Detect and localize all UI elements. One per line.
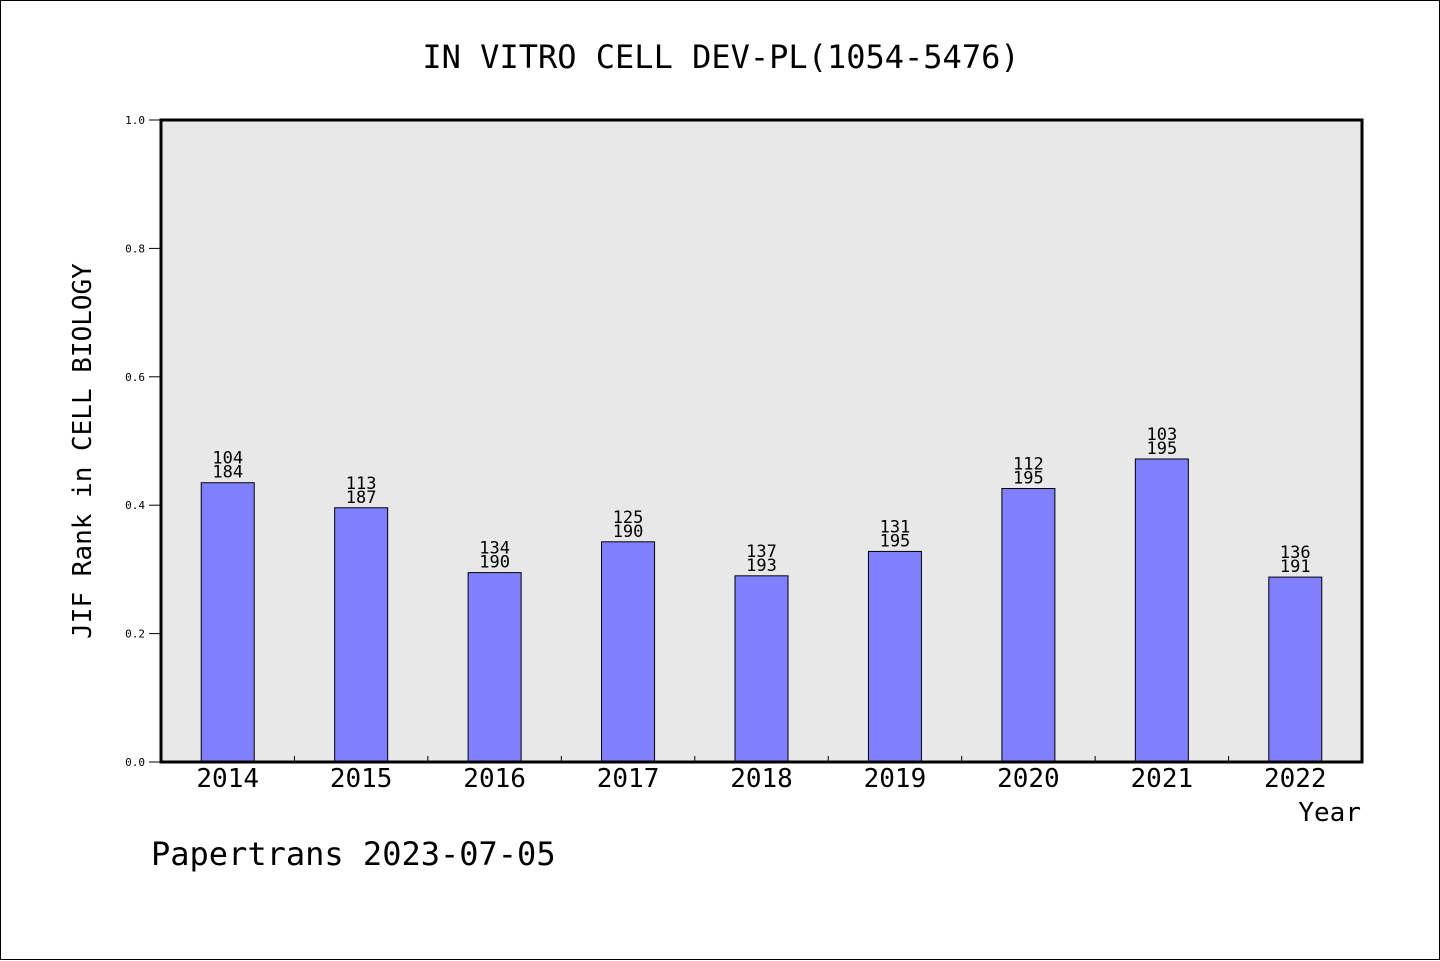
plot-border [159, 118, 1364, 764]
x-tick-label-2016: 2016 [463, 764, 526, 794]
bar-total-label-2018: 193 [746, 556, 777, 576]
x-tick-label-2017: 2017 [597, 764, 660, 794]
y-tick-label: 0.6 [125, 371, 145, 384]
x-axis-label: Year [1298, 798, 1361, 828]
y-tick-label: 1.0 [125, 114, 145, 127]
bar-total-label-2019: 195 [880, 531, 911, 551]
x-axis-ticks: 2014 2015 2016 2017 2018 2019 2020 2021 2022 [196, 756, 1327, 794]
x-tick-label-2020: 2020 [997, 764, 1060, 794]
bar-2016 [467, 572, 522, 763]
bar-rank-label-2018: 137 [746, 542, 777, 562]
bar-rank-label-2022: 136 [1280, 543, 1311, 563]
y-tick-label: 0.4 [125, 499, 145, 512]
x-tick-label-2019: 2019 [864, 764, 927, 794]
bar-rank-label-2014: 104 [212, 449, 243, 469]
footer-credit: Papertrans 2023-07-05 [151, 835, 556, 873]
y-tick-label: 0.0 [125, 756, 145, 769]
bar-rank-label-2019: 131 [880, 517, 911, 537]
bar-total-label-2017: 190 [613, 522, 644, 542]
bar-rank-label-2020: 112 [1013, 455, 1044, 475]
bar-2015 [334, 507, 389, 763]
x-tick-label-2018: 2018 [730, 764, 793, 794]
x-tick-label-2021: 2021 [1131, 764, 1194, 794]
x-tick-label-2015: 2015 [330, 764, 393, 794]
bar-2020 [1001, 488, 1056, 763]
bar-2019 [867, 550, 922, 763]
bar-labels-group: 1041841131871341901251901371931311951121… [212, 425, 1310, 577]
bar-2014 [200, 482, 255, 763]
bar-2022 [1268, 576, 1323, 763]
bar-total-label-2021: 195 [1146, 439, 1177, 459]
y-tick-label: 0.2 [125, 628, 145, 641]
bar-total-label-2014: 184 [212, 463, 243, 483]
bar-2021 [1134, 458, 1189, 763]
bar-2018 [734, 575, 789, 763]
bar-rank-label-2021: 103 [1146, 425, 1177, 445]
bar-rank-label-2016: 134 [479, 539, 510, 559]
bar-total-label-2015: 187 [346, 488, 377, 508]
bar-total-label-2016: 190 [479, 553, 510, 573]
chart-title: IN VITRO CELL DEV-PL(1054-5476) [422, 38, 1019, 76]
y-axis-ticks: 0.0 0.2 0.4 0.6 0.8 1.0 [125, 114, 161, 769]
x-tick-label-2014: 2014 [196, 764, 259, 794]
x-tick-label-2022: 2022 [1264, 764, 1327, 794]
bar-2017 [601, 541, 656, 763]
bar-total-label-2020: 195 [1013, 469, 1044, 489]
y-axis-label: JIF Rank in CELL BIOLOGY [68, 263, 98, 639]
bar-rank-label-2017: 125 [613, 508, 644, 528]
bars-group [200, 458, 1323, 763]
bar-total-label-2022: 191 [1280, 557, 1311, 577]
bar-rank-label-2015: 113 [346, 474, 377, 494]
y-tick-label: 0.8 [125, 242, 145, 255]
